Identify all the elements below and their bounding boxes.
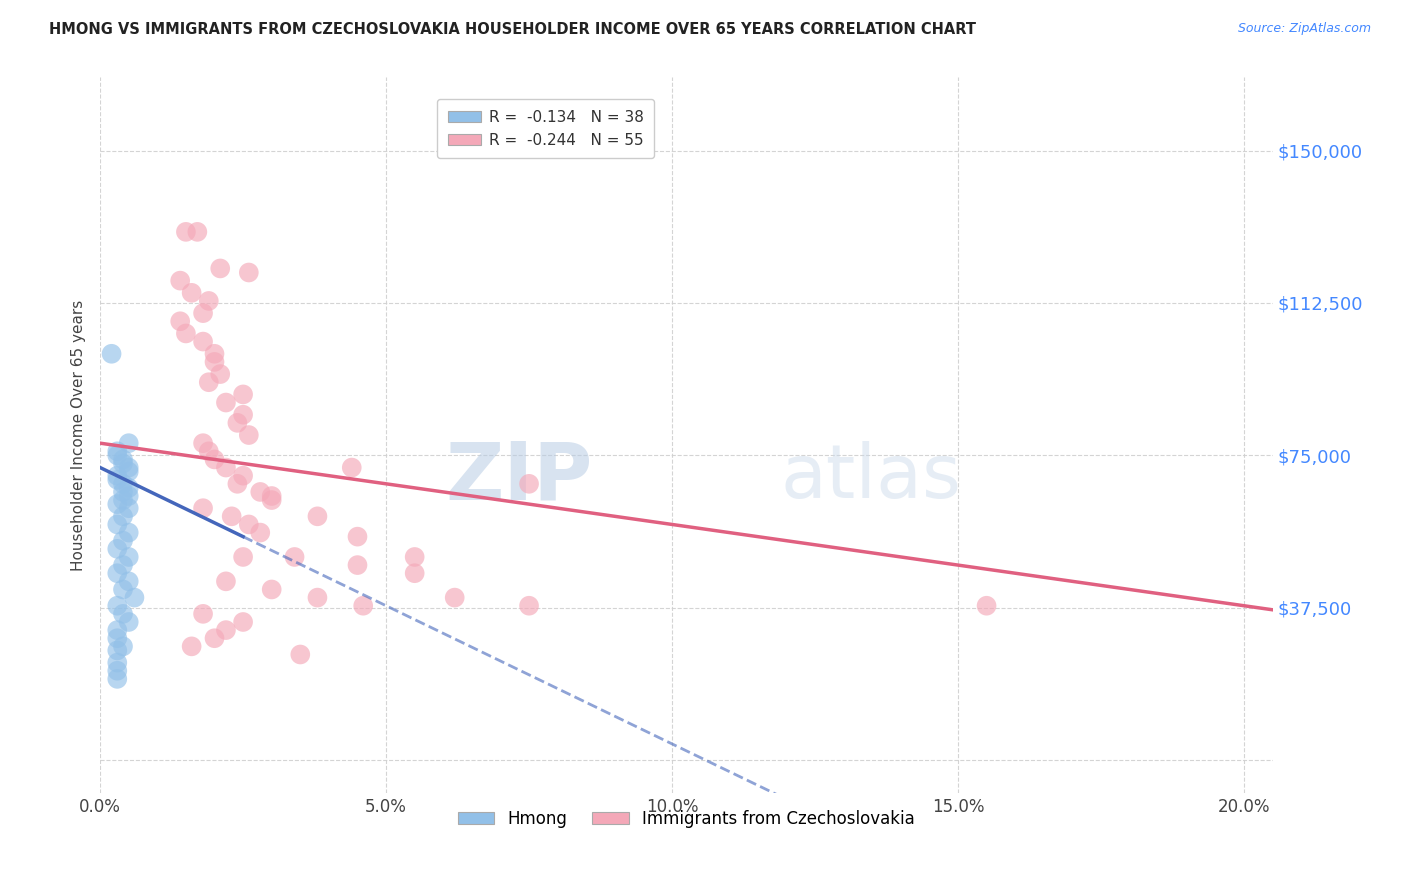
Point <box>118 481 141 495</box>
Point <box>180 285 202 300</box>
Point <box>215 574 238 589</box>
Point <box>111 640 134 654</box>
Point <box>404 566 426 581</box>
Point <box>174 326 197 341</box>
Point <box>105 664 128 678</box>
Point <box>191 436 214 450</box>
Point <box>118 465 141 479</box>
Point <box>204 452 226 467</box>
Point <box>204 347 226 361</box>
Point <box>307 509 329 524</box>
Point <box>215 460 238 475</box>
Point <box>105 632 128 646</box>
Point <box>232 408 254 422</box>
Point <box>118 549 141 564</box>
Point <box>976 599 998 613</box>
Point <box>105 517 128 532</box>
Point <box>111 476 134 491</box>
Point <box>180 640 202 654</box>
Point <box>105 541 128 556</box>
Text: Source: ZipAtlas.com: Source: ZipAtlas.com <box>1237 22 1371 36</box>
Point <box>169 314 191 328</box>
Point <box>443 591 465 605</box>
Point <box>111 452 134 467</box>
Point <box>238 517 260 532</box>
Point <box>191 334 214 349</box>
Point <box>226 476 249 491</box>
Point <box>232 615 254 629</box>
Point <box>346 530 368 544</box>
Point <box>340 460 363 475</box>
Point <box>118 460 141 475</box>
Point <box>105 672 128 686</box>
Point <box>105 566 128 581</box>
Point <box>517 599 540 613</box>
Legend: Hmong, Immigrants from Czechoslovakia: Hmong, Immigrants from Czechoslovakia <box>451 803 922 834</box>
Point <box>111 533 134 548</box>
Point <box>215 395 238 409</box>
Point <box>169 274 191 288</box>
Point <box>111 607 134 621</box>
Point <box>284 549 307 564</box>
Text: atlas: atlas <box>780 442 962 515</box>
Point <box>100 347 122 361</box>
Point <box>197 293 219 308</box>
Point <box>118 436 141 450</box>
Point <box>111 558 134 573</box>
Point <box>197 375 219 389</box>
Point <box>307 591 329 605</box>
Point <box>118 501 141 516</box>
Point <box>105 448 128 462</box>
Point <box>197 444 219 458</box>
Point <box>105 444 128 458</box>
Point <box>174 225 197 239</box>
Point <box>352 599 374 613</box>
Point <box>124 591 146 605</box>
Point <box>204 632 226 646</box>
Point <box>105 623 128 637</box>
Text: HMONG VS IMMIGRANTS FROM CZECHOSLOVAKIA HOUSEHOLDER INCOME OVER 65 YEARS CORRELA: HMONG VS IMMIGRANTS FROM CZECHOSLOVAKIA … <box>49 22 976 37</box>
Point <box>238 265 260 279</box>
Point <box>111 485 134 500</box>
Point <box>111 509 134 524</box>
Point <box>105 497 128 511</box>
Point <box>111 582 134 597</box>
Point <box>118 615 141 629</box>
Point <box>290 648 312 662</box>
Text: ZIP: ZIP <box>446 439 592 517</box>
Y-axis label: Householder Income Over 65 years: Householder Income Over 65 years <box>72 300 86 571</box>
Point <box>118 489 141 503</box>
Point <box>186 225 208 239</box>
Point <box>191 501 214 516</box>
Point <box>118 574 141 589</box>
Point <box>221 509 243 524</box>
Point <box>249 485 271 500</box>
Point <box>118 525 141 540</box>
Point <box>111 493 134 508</box>
Point <box>209 367 232 381</box>
Point <box>249 525 271 540</box>
Point <box>215 623 238 637</box>
Point <box>105 656 128 670</box>
Point <box>232 468 254 483</box>
Point <box>260 582 283 597</box>
Point <box>517 476 540 491</box>
Point <box>191 306 214 320</box>
Point <box>105 473 128 487</box>
Point <box>232 549 254 564</box>
Point <box>111 457 134 471</box>
Point <box>105 643 128 657</box>
Point <box>204 355 226 369</box>
Point <box>238 428 260 442</box>
Point <box>232 387 254 401</box>
Point <box>191 607 214 621</box>
Point <box>260 493 283 508</box>
Point <box>404 549 426 564</box>
Point <box>105 599 128 613</box>
Point <box>226 416 249 430</box>
Point <box>105 468 128 483</box>
Point <box>260 489 283 503</box>
Point <box>209 261 232 276</box>
Point <box>346 558 368 573</box>
